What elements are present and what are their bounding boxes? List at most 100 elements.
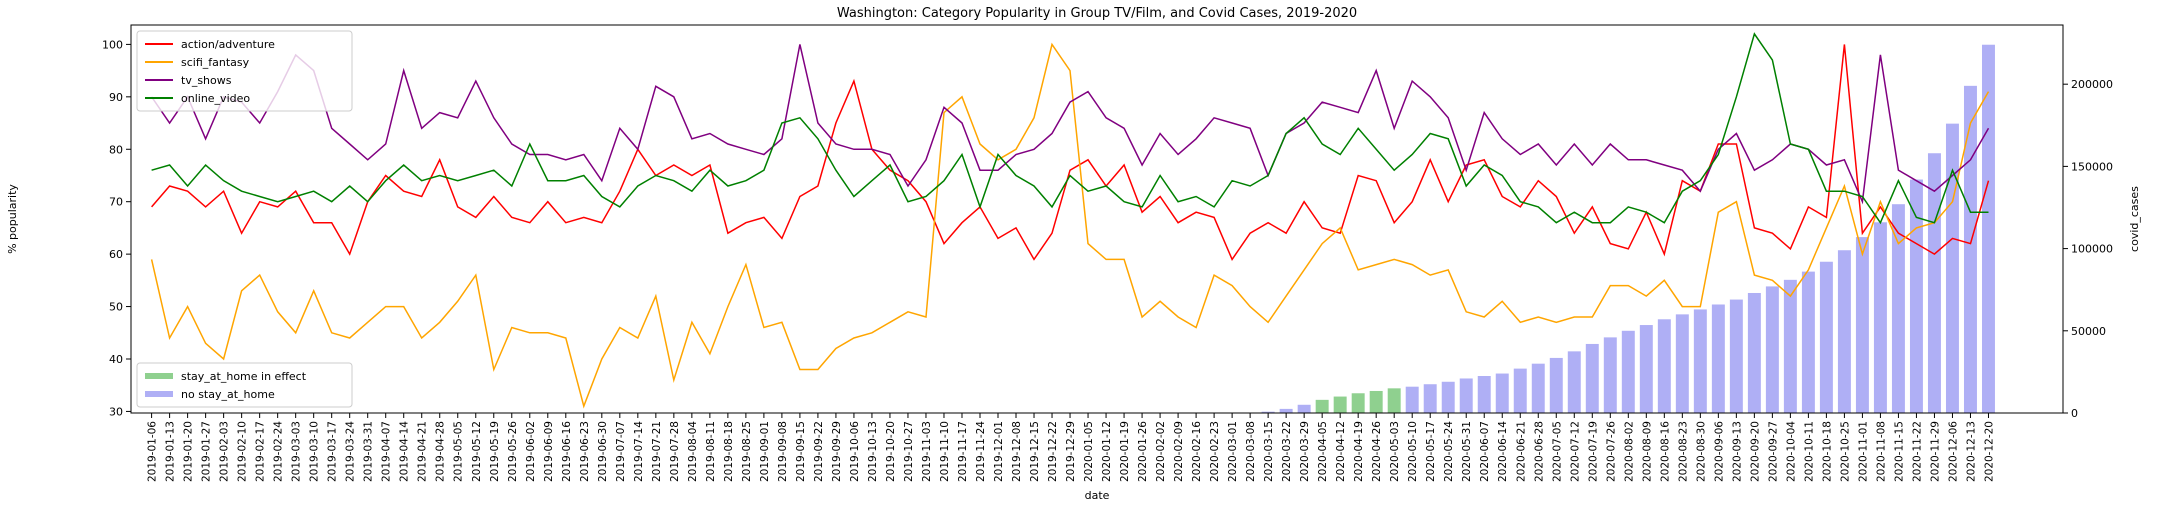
y-tick-label: 100 [102,38,123,51]
x-tick-label: 2019-10-27 [903,421,915,482]
x-tick-label: 2020-05-03 [1389,421,1401,482]
x-tick-label: 2019-12-29 [1065,421,1077,482]
x-tick-label: 2020-09-20 [1749,421,1761,482]
bar [1369,390,1383,413]
bar [1549,357,1563,413]
x-tick-label: 2020-11-29 [1929,421,1941,482]
bar [1351,393,1365,413]
x-tick-label: 2020-03-08 [1245,421,1257,482]
bar [1639,325,1653,413]
bar [1891,204,1905,413]
legend-swatch [145,391,173,397]
x-tick-label: 2019-05-26 [507,421,519,482]
x-tick-label: 2020-04-26 [1371,421,1383,482]
x-tick-label: 2020-03-22 [1281,421,1293,482]
x-tick-label: 2020-03-01 [1227,421,1239,482]
legend-box [136,30,353,112]
x-tick-label: 2020-07-05 [1551,421,1563,482]
x-tick-label: 2020-11-22 [1911,421,1923,482]
x-tick-label: 2020-05-10 [1407,421,1419,482]
bar [1459,378,1473,413]
x-tick-label: 2019-04-28 [435,421,447,482]
x-tick-label: 2020-02-23 [1209,421,1221,482]
x-tick-label: 2020-08-23 [1677,421,1689,482]
bar [1531,363,1545,413]
x-tick-label: 2020-05-17 [1425,421,1437,482]
x-tick-label: 2019-05-12 [471,421,483,482]
y2-tick-label: 0 [2071,407,2078,420]
x-tick-label: 2019-06-09 [543,421,555,482]
legend-label: action/adventure [181,38,275,51]
y2-tick-label: 100000 [2071,243,2113,256]
x-tick-label: 2020-06-28 [1533,421,1545,482]
x-tick-label: 2019-09-01 [759,421,771,482]
x-tick-label: 2020-03-15 [1263,421,1275,482]
x-tick-label: 2020-03-29 [1299,421,1311,482]
x-tick-label: 2019-04-21 [417,421,429,482]
bar [1783,279,1797,413]
bar [1423,384,1437,413]
legend-label: scifi_fantasy [181,56,250,69]
x-tick-label: 2019-10-13 [867,421,879,482]
x-tick-label: 2020-01-05 [1083,421,1095,482]
x-tick-label: 2020-11-08 [1875,421,1887,482]
bar [1729,299,1743,413]
plot-frame [130,24,2064,414]
x-tick-label: 2019-06-16 [561,421,573,482]
line [151,32,1989,225]
x-tick-label: 2019-11-24 [975,421,987,482]
x-tick-label: 2020-06-07 [1479,421,1491,482]
y2-tick-label: 200000 [2071,78,2113,91]
y-tick-label: 80 [109,143,123,156]
x-tick-label: 2019-07-07 [615,421,627,482]
x-tick-label: 2019-02-17 [255,421,267,482]
x-tick-label: 2019-02-03 [219,421,231,482]
x-tick-label: 2020-08-30 [1695,421,1707,482]
line [151,44,1990,261]
y-axis-label: % popularity [6,184,19,254]
x-tick-label: 2019-10-06 [849,421,861,482]
bar [1657,319,1671,413]
x-tick-label: 2020-07-26 [1605,421,1617,482]
y-tick-label: 60 [109,248,123,261]
x-tick-label: 2019-03-31 [363,421,375,482]
legend-label: stay_at_home in effect [181,370,307,383]
legend-label: no stay_at_home [181,388,275,401]
y-tick-label: 70 [109,196,123,209]
x-tick-label: 2020-12-20 [1983,421,1995,482]
bar [1621,330,1635,413]
x-tick-label: 2019-02-24 [273,421,285,482]
x-tick-label: 2020-06-21 [1515,421,1527,482]
x-tick-label: 2020-02-02 [1155,421,1167,482]
bar [1693,309,1707,413]
bar [1567,351,1581,413]
x-tick-label: 2020-02-09 [1173,421,1185,482]
legend-label: tv_shows [181,74,232,87]
x-tick-label: 2019-09-22 [813,421,825,482]
line [150,44,1990,205]
bar [1387,388,1401,413]
x-tick-label: 2019-11-03 [921,421,933,482]
x-tick-label: 2019-09-15 [795,421,807,482]
y2-tick-label: 50000 [2071,325,2106,338]
x-tick-label: 2020-09-13 [1731,421,1743,482]
x-tick-label: 2020-01-26 [1137,421,1149,482]
x-tick-label: 2019-06-23 [579,421,591,482]
x-tick-label: 2020-01-19 [1119,421,1131,482]
x-tick-label: 2020-08-02 [1623,421,1635,482]
x-tick-label: 2020-04-19 [1353,421,1365,482]
bar [1333,396,1347,413]
bar [1963,85,1977,413]
x-tick-label: 2019-08-25 [741,421,753,482]
bar [1603,337,1617,413]
x-tick-label: 2019-05-05 [453,421,465,482]
bar [1711,304,1725,413]
line [150,42,1990,409]
x-tick-label: 2020-07-19 [1587,421,1599,482]
x-tick-label: 2019-04-14 [399,421,411,482]
x-tick-label: 2019-12-15 [1029,421,1041,482]
x-tick-label: 2020-04-05 [1317,421,1329,482]
x-tick-label: 2020-10-04 [1785,421,1797,482]
y-tick-label: 30 [109,405,123,418]
